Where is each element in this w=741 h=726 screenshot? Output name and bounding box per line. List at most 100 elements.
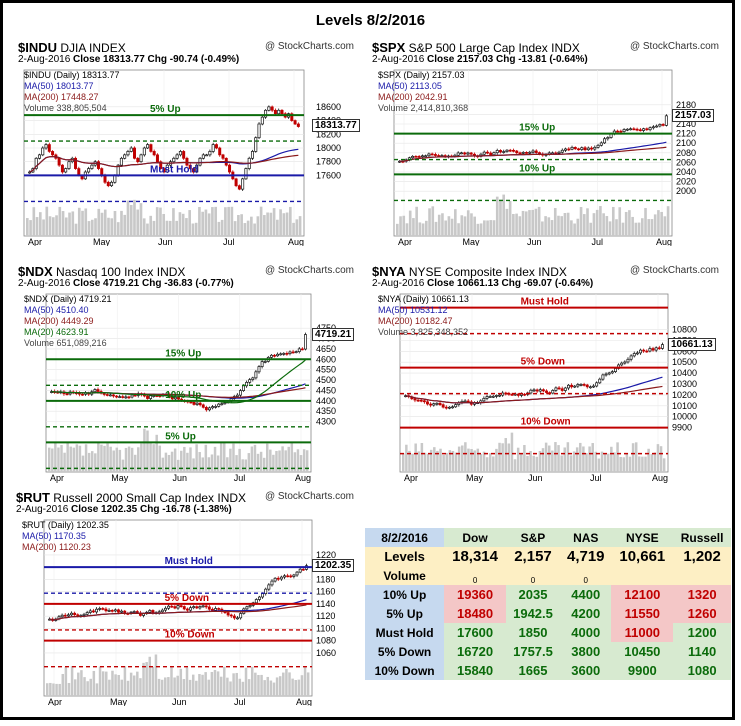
candle-body bbox=[538, 389, 542, 392]
candle-body bbox=[91, 610, 95, 613]
candle-body bbox=[463, 400, 467, 403]
volume-bar bbox=[512, 213, 515, 236]
volume-bar bbox=[159, 207, 162, 236]
candle-body bbox=[214, 608, 218, 611]
candle-body bbox=[651, 348, 655, 351]
chart-panel-spx: 2000202020402060208021002120214021602180… bbox=[370, 40, 725, 246]
volume-bar bbox=[123, 214, 127, 236]
candle-body bbox=[257, 123, 261, 139]
volume-bar bbox=[460, 215, 464, 236]
x-tick-label: Apr bbox=[398, 237, 412, 246]
candle-body bbox=[291, 351, 295, 354]
candle-body bbox=[85, 612, 89, 615]
volume-bar bbox=[129, 672, 133, 696]
ticker-symbol: $INDU bbox=[18, 40, 58, 55]
volume-bar bbox=[399, 216, 402, 236]
volume-bar bbox=[139, 203, 143, 236]
candle-body bbox=[585, 384, 589, 388]
x-tick-label: Aug bbox=[652, 473, 668, 483]
volume-bar bbox=[207, 213, 211, 236]
level-label: 5% Up bbox=[165, 431, 196, 442]
volume-bar bbox=[292, 222, 295, 236]
candle-body bbox=[411, 155, 415, 159]
volume-bar bbox=[90, 219, 94, 236]
y-tick-label: 2100 bbox=[676, 138, 696, 148]
volume-bar bbox=[155, 207, 159, 236]
volume-bar bbox=[130, 447, 134, 472]
candle-body bbox=[226, 612, 230, 616]
level-cell: 4200 bbox=[560, 604, 612, 623]
x-tick-label: Jun bbox=[172, 697, 187, 706]
volume-bar bbox=[57, 447, 60, 472]
volume-bar bbox=[448, 450, 452, 472]
candle-body bbox=[67, 161, 71, 169]
candle-body bbox=[603, 138, 607, 144]
candle-body bbox=[429, 403, 433, 406]
volume-bar bbox=[541, 221, 544, 236]
candle-body bbox=[100, 168, 104, 176]
volume-bar bbox=[165, 220, 169, 236]
candle-body bbox=[288, 351, 292, 355]
candle-body bbox=[626, 358, 630, 363]
legend-ma200: MA(200) 2042.91 bbox=[378, 92, 448, 102]
candle-body bbox=[60, 614, 64, 618]
candle-body bbox=[192, 401, 196, 405]
volume-bar bbox=[188, 210, 191, 236]
y-tick-label: 17600 bbox=[316, 170, 341, 180]
quote-date: 2-Aug-2016 bbox=[372, 278, 428, 289]
candle-body bbox=[523, 393, 527, 396]
level-label: 5% Up bbox=[150, 104, 181, 115]
volume-bar bbox=[201, 674, 204, 696]
candle-body bbox=[651, 126, 655, 129]
candle-body bbox=[505, 149, 509, 152]
chart-svg-indu: 176001780018000182001840018600AprMayJunJ… bbox=[23, 69, 341, 246]
chart-header-title: $RUT Russell 2000 Small Cap Index INDX bbox=[16, 490, 246, 505]
candle-body bbox=[279, 353, 283, 356]
candle-body bbox=[185, 157, 189, 166]
volume-bar bbox=[434, 221, 438, 236]
volume-bar bbox=[660, 211, 663, 236]
y-tick-label: 4300 bbox=[316, 417, 336, 427]
candle-body bbox=[417, 156, 421, 158]
y-tick-label: 2040 bbox=[676, 167, 696, 177]
table-corner: 8/2/2016 bbox=[365, 528, 445, 547]
volume-bar bbox=[120, 210, 123, 236]
volume-bar bbox=[547, 445, 551, 472]
candle-body bbox=[191, 168, 195, 173]
volume-bar bbox=[515, 213, 518, 236]
volume-bar bbox=[210, 671, 214, 696]
volume-bar bbox=[229, 448, 232, 472]
volume-bar bbox=[551, 450, 554, 472]
y-tick-label: 4500 bbox=[316, 375, 336, 385]
candle-body bbox=[638, 129, 642, 132]
candle-body bbox=[66, 614, 70, 617]
volume-bar bbox=[140, 443, 143, 472]
quote-close: Close 10661.13 bbox=[427, 278, 502, 289]
candle-body bbox=[419, 399, 423, 402]
volume-bar bbox=[235, 672, 238, 696]
candle-body bbox=[564, 148, 568, 151]
legend-line1: $NDX (Daily) 4719.21 bbox=[24, 294, 112, 304]
volume-bar bbox=[176, 675, 179, 696]
volume-bar bbox=[161, 457, 165, 472]
candle-body bbox=[173, 606, 177, 609]
volume-bar bbox=[219, 442, 223, 472]
candle-body bbox=[113, 609, 117, 612]
x-tick-label: May bbox=[463, 237, 481, 246]
y-tick-label: 4600 bbox=[316, 354, 336, 364]
volume-bar bbox=[499, 199, 502, 236]
volume-bar bbox=[216, 671, 220, 696]
volume-bar bbox=[586, 208, 589, 236]
volume-bar bbox=[72, 447, 76, 472]
volume-bar bbox=[637, 222, 641, 236]
candle-body bbox=[82, 613, 86, 616]
volume-bar bbox=[83, 677, 86, 696]
candle-body bbox=[528, 151, 532, 154]
volume-bar bbox=[164, 677, 167, 696]
chart-svg-ndx: 4300435044004450450045504600465047004750… bbox=[45, 293, 336, 483]
candle-body bbox=[551, 390, 555, 394]
y-tick-label: 10400 bbox=[672, 368, 697, 378]
candle-body bbox=[295, 571, 299, 576]
candle-body bbox=[632, 128, 636, 131]
volume-bar bbox=[132, 675, 136, 696]
